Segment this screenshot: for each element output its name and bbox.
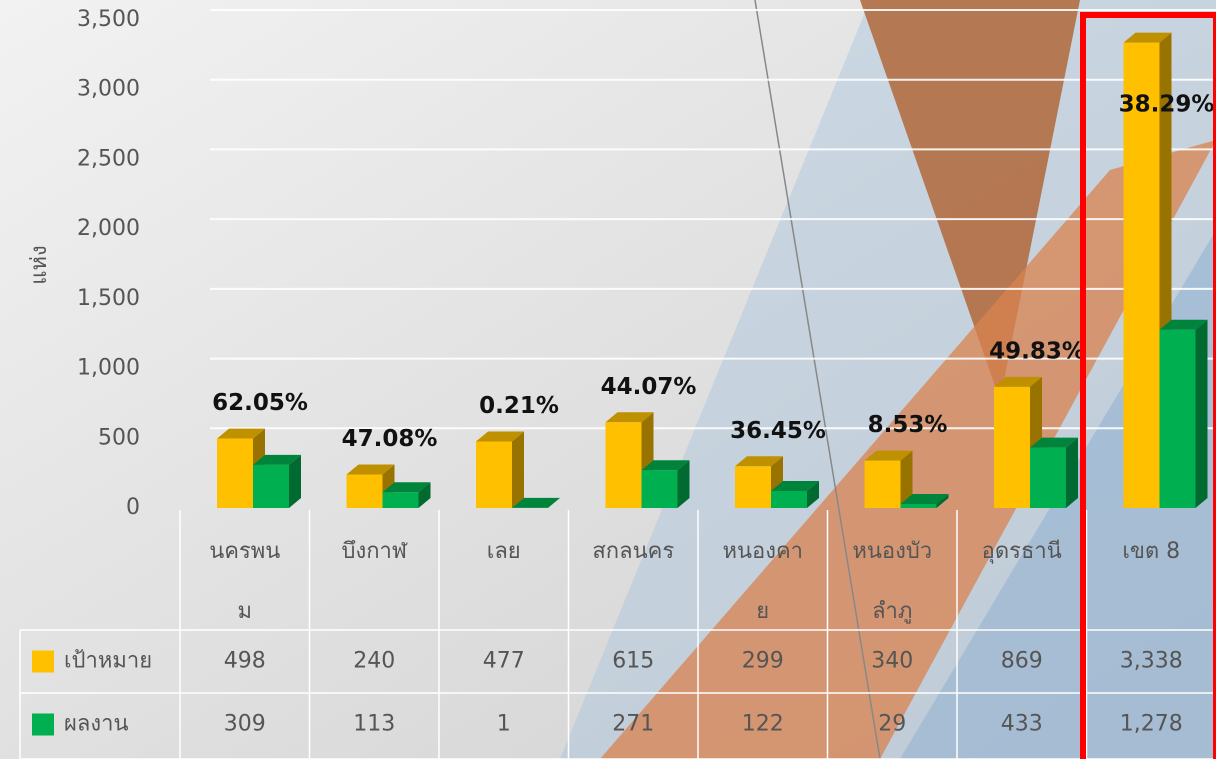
- bar: [1160, 330, 1196, 508]
- y-tick-label: 3,500: [77, 7, 140, 32]
- x-tick-label: นครพน: [209, 539, 280, 564]
- y-tick-label: 2,500: [77, 146, 140, 171]
- bar: [771, 491, 807, 508]
- percent-label: 8.53%: [868, 412, 948, 438]
- legend-label: เป้าหมาย: [64, 649, 152, 674]
- y-tick-label: 1,500: [77, 286, 140, 311]
- bar: [642, 470, 678, 508]
- table-value: 113: [353, 712, 395, 737]
- y-tick-label: 0: [126, 495, 140, 520]
- table-value: 240: [353, 649, 395, 674]
- bar: [476, 441, 512, 508]
- table-value: 477: [483, 649, 525, 674]
- bar-side: [512, 431, 524, 508]
- table-value: 433: [1001, 712, 1043, 737]
- chart: แห่ง 0 500 1,000 1,500 2,000 2,500 3,000 3,500 เ…: [0, 0, 1216, 759]
- percent-label: 0.21%: [479, 393, 559, 419]
- bar: [994, 387, 1030, 508]
- table-value: 29: [878, 712, 906, 737]
- percent-label: 38.29%: [1119, 92, 1215, 118]
- table-value: 1: [497, 712, 511, 737]
- x-tick-label: อุดรธานี: [982, 539, 1062, 564]
- y-axis-label: แห่ง: [27, 245, 52, 284]
- y-tick-label: 3,000: [77, 77, 140, 102]
- x-tick-label: เขต 8: [1122, 539, 1180, 564]
- x-tick-label: ลำภู: [872, 599, 912, 624]
- table-value: 122: [742, 712, 784, 737]
- legend-label: ผลงาน: [64, 712, 129, 737]
- percent-label: 47.08%: [342, 426, 438, 452]
- table-value: 1,278: [1120, 712, 1183, 737]
- bar: [1030, 448, 1066, 508]
- y-tick-label: 2,000: [77, 216, 140, 241]
- bar: [217, 439, 253, 508]
- x-tick-label: ม: [237, 599, 252, 624]
- x-tick-label: สกลนคร: [592, 539, 674, 564]
- bar: [606, 422, 642, 508]
- percent-label: 36.45%: [730, 418, 826, 444]
- table-value: 340: [871, 649, 913, 674]
- table-value: 309: [224, 712, 266, 737]
- y-tick-label: 1,000: [77, 356, 140, 381]
- bar: [253, 465, 289, 508]
- bar: [735, 466, 771, 508]
- table-value: 299: [742, 649, 784, 674]
- table-value: 271: [612, 712, 654, 737]
- x-tick-label: บึงกาฬ: [342, 539, 408, 564]
- bar: [865, 461, 901, 508]
- legend-swatch: [32, 714, 54, 736]
- y-tick-label: 500: [98, 425, 140, 450]
- percent-label: 62.05%: [212, 390, 308, 416]
- bar-side: [1196, 320, 1208, 508]
- x-tick-label: เลย: [487, 539, 521, 564]
- bar: [347, 475, 383, 508]
- percent-label: 44.07%: [601, 374, 697, 400]
- percent-label: 49.83%: [989, 338, 1085, 364]
- x-tick-label: หนองบัว: [852, 539, 932, 564]
- table-value: 3,338: [1120, 649, 1183, 674]
- bar-side: [1066, 438, 1078, 508]
- table-value: 869: [1001, 649, 1043, 674]
- bar: [383, 492, 419, 508]
- table-value: 498: [224, 649, 266, 674]
- x-tick-label: หนองคา: [722, 539, 803, 564]
- legend-swatch: [32, 651, 54, 673]
- bar: [901, 504, 937, 508]
- table-value: 615: [612, 649, 654, 674]
- x-tick-label: ย: [756, 599, 769, 624]
